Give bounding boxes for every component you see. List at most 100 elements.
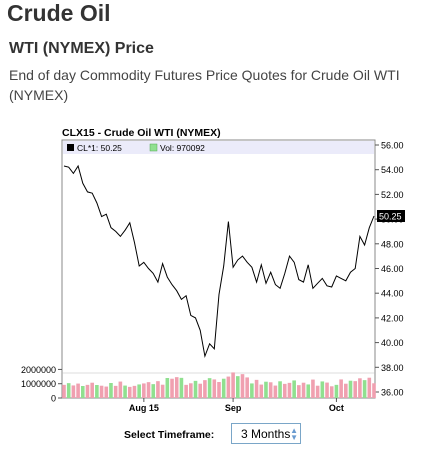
volume-bar — [76, 383, 80, 398]
volume-bar — [254, 379, 259, 398]
volume-bar — [264, 381, 268, 398]
volume-bar — [179, 377, 184, 398]
volume-bar — [344, 383, 348, 398]
x-tick-label: Aug 15 — [129, 403, 159, 413]
legend-band — [63, 141, 374, 154]
volume-bar — [80, 386, 85, 398]
volume-bar — [174, 377, 179, 398]
chart-title: CLX15 - Crude Oil WTI (NYMEX) — [62, 127, 221, 139]
volume-bar — [95, 385, 99, 398]
volume-bar — [259, 384, 264, 398]
volume-bar — [372, 383, 376, 398]
volume-bar — [362, 380, 367, 398]
price-tick-label: 46.00 — [381, 264, 404, 274]
price-chart: CLX15 - Crude Oil WTI (NYMEX) CL*1: 50.2… — [21, 127, 405, 413]
volume-bar — [315, 385, 320, 398]
volume-bar — [334, 384, 339, 398]
stepper-arrows-icon: ▲ ▼ — [290, 426, 298, 442]
volume-bar — [240, 374, 245, 398]
volume-bar — [329, 386, 334, 398]
volume-bar — [367, 377, 372, 398]
price-tick-label: 42.00 — [381, 313, 404, 323]
volume-bar — [301, 382, 306, 398]
volume-bar — [282, 383, 287, 398]
volume-bar — [311, 379, 315, 398]
volume-bar — [118, 381, 123, 398]
volume-tick-label: 1000000 — [21, 379, 56, 389]
volume-bar — [156, 381, 160, 398]
volume-bar — [221, 378, 226, 398]
volume-tick-label: 0 — [51, 394, 56, 404]
volume-bar — [226, 376, 231, 398]
volume-bar — [142, 383, 146, 398]
timeframe-select[interactable]: 3 Months ▲ ▼ — [231, 423, 301, 444]
volume-bar — [235, 376, 240, 398]
volume-bar — [104, 386, 109, 398]
legend-swatch-price — [67, 144, 74, 151]
timeframe-selected-value: 3 Months — [241, 427, 291, 441]
current-price-label: 50.25 — [377, 210, 405, 223]
volume-bar — [320, 381, 325, 398]
volume-bar — [292, 380, 296, 398]
volume-bar — [193, 380, 198, 398]
volume-bar — [189, 383, 193, 398]
volume-bar — [325, 382, 329, 398]
volume-bar — [123, 385, 127, 398]
volume-bar — [339, 379, 343, 398]
volume-bar — [203, 380, 207, 398]
volume-bar — [160, 384, 165, 398]
price-line — [63, 164, 375, 359]
volume-axis: 2000000 1000000 0 — [21, 365, 62, 404]
x-tick-label: Oct — [329, 403, 344, 413]
volume-tick-label: 2000000 — [21, 365, 56, 375]
volume-bar — [231, 372, 235, 398]
page-description: End of day Commodity Futures Price Quote… — [9, 67, 400, 103]
volume-bar — [207, 378, 212, 398]
price-tick-label: 54.00 — [381, 165, 404, 175]
volume-bar — [170, 378, 174, 398]
x-tick-label: Sep — [225, 403, 242, 413]
volume-bar — [71, 385, 76, 398]
price-tick-label: 38.00 — [381, 363, 404, 373]
price-tick-label: 56.00 — [381, 141, 404, 151]
volume-bar — [245, 377, 249, 398]
volume-bar — [165, 378, 170, 398]
volume-bar — [212, 379, 217, 398]
volume-bar — [113, 385, 118, 398]
price-tick-label: 36.00 — [381, 388, 404, 398]
plot-frame — [61, 139, 376, 399]
current-price-text: 50.25 — [379, 212, 402, 222]
volume-bar — [217, 382, 221, 398]
volume-bar — [358, 378, 362, 398]
volume-bar — [287, 382, 292, 398]
price-tick-label: 40.00 — [381, 338, 404, 348]
volume-bar — [90, 382, 94, 398]
volume-bar — [62, 384, 66, 398]
legend-swatch-volume — [149, 143, 158, 152]
volume-bar — [151, 384, 156, 398]
price-axis: 56.0054.0052.0050.0048.0046.0044.0042.00… — [375, 141, 404, 398]
legend-price-label: CL*1: 50.25 — [77, 143, 122, 153]
x-axis: Aug 15 Sep Oct — [129, 398, 344, 413]
volume-bar — [306, 384, 311, 398]
volume-bar — [127, 386, 132, 398]
volume-bar — [184, 384, 188, 398]
volume-bar — [85, 384, 90, 398]
page-title: Crude Oil — [7, 0, 111, 26]
price-tick-label: 48.00 — [381, 239, 404, 249]
price-tick-label: 52.00 — [381, 190, 404, 200]
volume-bar — [99, 385, 104, 398]
volume-bar — [109, 383, 113, 398]
volume-bar — [250, 383, 254, 398]
volume-bar — [268, 382, 273, 398]
price-tick-label: 44.00 — [381, 289, 404, 299]
volume-bar — [146, 382, 151, 398]
volume-bar — [132, 385, 137, 398]
section-title: WTI (NYMEX) Price — [9, 40, 154, 57]
volume-bar — [137, 384, 141, 398]
volume-bar — [278, 381, 282, 398]
legend-volume-label: Vol: 970092 — [160, 143, 205, 153]
timeframe-label: Select Timeframe: — [124, 429, 215, 441]
volume-bar — [66, 383, 71, 398]
current-price-box — [377, 210, 405, 223]
